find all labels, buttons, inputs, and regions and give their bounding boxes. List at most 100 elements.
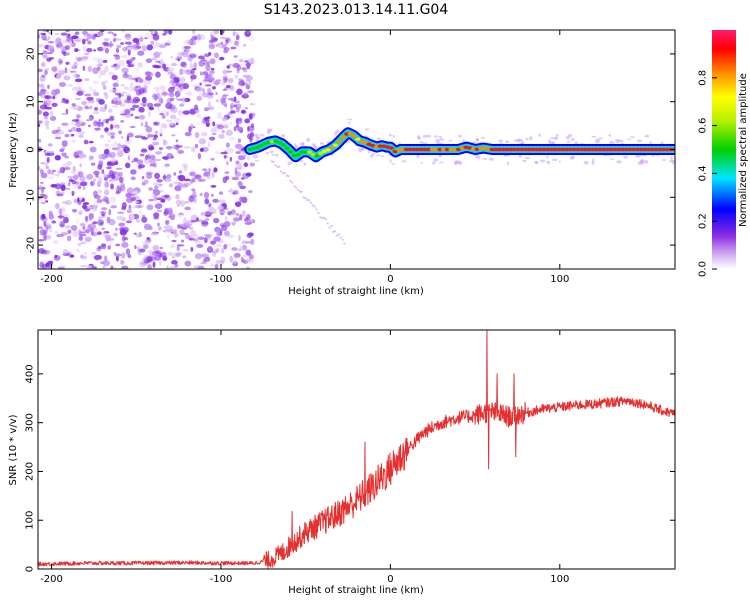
noise-point [88, 212, 94, 220]
noise-point [161, 91, 168, 96]
noise-point [40, 83, 45, 89]
noise-point [149, 57, 158, 61]
noise-point [170, 156, 175, 159]
noise-point [174, 58, 181, 61]
noise-point [54, 202, 60, 210]
ridge-peak-point [288, 149, 294, 154]
noise-point [168, 183, 173, 188]
noise-point [204, 214, 212, 217]
noise-point [47, 45, 54, 52]
noise-point [307, 199, 311, 202]
noise-point [216, 112, 223, 119]
noise-point [79, 59, 87, 63]
ridge-halo-point [419, 140, 424, 144]
noise-point [200, 211, 206, 217]
noise-point [210, 240, 216, 245]
ridge-halo-point [583, 160, 589, 165]
noise-point [175, 144, 180, 151]
noise-point [147, 133, 152, 139]
noise-point [120, 183, 126, 188]
noise-point [98, 99, 105, 105]
ridge-peak-point [284, 146, 290, 150]
noise-point [78, 235, 83, 241]
noise-point [114, 38, 122, 41]
noise-point [118, 59, 125, 67]
noise-point [57, 215, 65, 219]
noise-point [167, 86, 175, 93]
snr-x-tick-label-1: -100 [210, 574, 233, 585]
noise-point [202, 92, 209, 98]
ridge-peak-point [452, 147, 458, 152]
noise-point [90, 181, 94, 186]
noise-point [287, 175, 290, 178]
ridge-halo-point [299, 142, 304, 146]
noise-point [82, 38, 86, 45]
noise-point [113, 65, 118, 72]
noise-point [135, 85, 141, 89]
noise-point [201, 146, 209, 152]
noise-point [54, 183, 62, 190]
noise-point [102, 85, 107, 91]
noise-point [236, 64, 242, 71]
noise-point [155, 60, 161, 63]
noise-point [177, 110, 183, 116]
noise-point [112, 38, 116, 43]
ridge-halo-point [626, 138, 632, 141]
noise-point [153, 134, 158, 139]
noise-point [51, 89, 58, 96]
ridge-halo-point [265, 152, 270, 155]
noise-point [124, 109, 131, 115]
noise-point [113, 232, 118, 237]
noise-point [103, 195, 107, 200]
ridge-peak-point [332, 143, 339, 147]
ridge-halo-point [569, 156, 575, 160]
noise-point [210, 127, 217, 134]
noise-point [153, 86, 160, 90]
ridge-peak-point [493, 147, 499, 152]
noise-point [77, 229, 82, 236]
noise-point [247, 232, 254, 237]
ridge-halo-point [670, 156, 673, 160]
noise-point [249, 138, 253, 145]
ridge-halo-point [426, 134, 432, 138]
noise-point [207, 141, 211, 148]
noise-point [298, 190, 301, 193]
noise-point [118, 92, 122, 99]
noise-point [167, 207, 173, 214]
ridge-halo-point [623, 155, 628, 159]
noise-point [289, 179, 292, 182]
noise-point [86, 47, 93, 53]
noise-point [319, 216, 322, 219]
noise-point [235, 44, 241, 48]
noise-point [65, 68, 74, 74]
noise-point [47, 169, 52, 175]
ridge-peak-point [317, 151, 324, 156]
ridge-halo-point [370, 154, 374, 158]
ridge-halo-point [348, 122, 351, 125]
noise-point [177, 98, 184, 101]
noise-point [143, 223, 152, 230]
noise-point [108, 208, 112, 216]
noise-point [41, 34, 47, 41]
noise-point [114, 177, 119, 181]
noise-point [96, 181, 101, 188]
snr-x-tick-label-0: -200 [40, 574, 63, 585]
noise-point [170, 55, 174, 59]
noise-point [215, 151, 221, 154]
noise-point [146, 71, 154, 78]
noise-point [221, 94, 227, 101]
noise-point [121, 265, 129, 269]
noise-point [144, 37, 148, 40]
noise-point [123, 146, 131, 154]
noise-point [333, 230, 337, 233]
noise-point [132, 104, 140, 109]
noise-point [138, 114, 146, 120]
noise-point [76, 248, 80, 253]
noise-point [146, 237, 150, 240]
noise-point [152, 138, 157, 141]
ridge-halo-point [551, 141, 556, 144]
colorbar-label: Normalized spectral amplitude [738, 73, 749, 227]
noise-point [210, 67, 215, 71]
noise-point [71, 103, 76, 107]
noise-point [121, 91, 128, 95]
